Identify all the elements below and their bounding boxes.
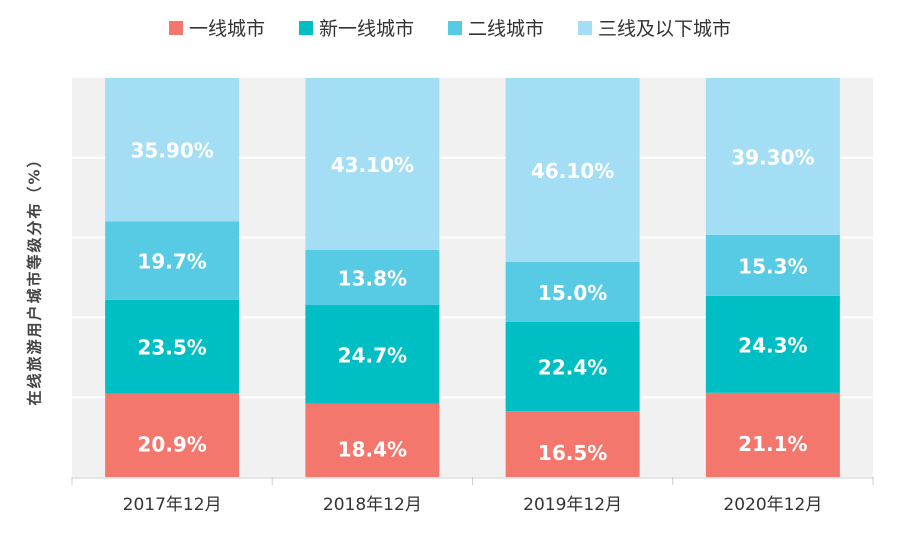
bar-segment — [105, 78, 240, 222]
data-label: 20.9% — [137, 432, 206, 456]
data-label: 24.7% — [338, 343, 407, 367]
bar-segment — [505, 321, 640, 412]
bar-segment — [105, 299, 240, 394]
data-label: 18.4% — [338, 437, 407, 461]
data-label: 46.10% — [531, 159, 614, 183]
bar-segment — [705, 78, 840, 235]
x-tick-label: 2020年12月 — [723, 495, 822, 515]
legend-item: 三线及以下城市 — [578, 14, 731, 41]
data-label: 15.3% — [738, 254, 807, 278]
data-label: 24.3% — [738, 333, 807, 357]
bar-segment — [705, 392, 840, 477]
x-tick-label: 2017年12月 — [123, 495, 222, 515]
data-label: 15.0% — [538, 281, 607, 305]
bar-segment — [105, 393, 240, 477]
legend-label: 二线城市 — [468, 18, 545, 40]
legend-swatch — [448, 20, 462, 35]
bar-segment — [105, 221, 240, 300]
bar-segment — [305, 305, 440, 404]
legend-label: 新一线城市 — [318, 18, 414, 40]
data-label: 19.7% — [137, 250, 206, 274]
data-label: 22.4% — [538, 355, 607, 379]
data-label: 43.10% — [331, 153, 414, 177]
legend-swatch — [578, 20, 593, 35]
bar-segment — [705, 295, 840, 393]
data-label: 23.5% — [137, 336, 206, 360]
legend-item: 新一线城市 — [298, 14, 414, 41]
legend: 一线城市 新一线城市 二线城市 三线及以下城市 — [0, 14, 900, 41]
data-label: 35.90% — [130, 139, 213, 163]
legend-swatch — [168, 20, 183, 35]
data-label: 13.8% — [338, 267, 407, 291]
x-tick-label: 2019年12月 — [523, 495, 622, 515]
bar-segment — [305, 78, 440, 250]
data-label: 21.1% — [738, 432, 807, 456]
legend-label: 一线城市 — [188, 18, 265, 40]
bar-segment — [305, 403, 440, 477]
bar-segment — [505, 411, 640, 477]
legend-swatch — [298, 20, 313, 35]
legend-label: 三线及以下城市 — [598, 18, 732, 40]
data-label: 16.5% — [538, 441, 607, 465]
legend-item: 一线城市 — [168, 14, 265, 41]
x-tick-label: 2018年12月 — [323, 495, 422, 515]
bar-segment — [305, 249, 440, 306]
data-label: 39.30% — [731, 145, 814, 169]
bar-segment — [705, 234, 840, 296]
bar-segment — [505, 261, 640, 322]
legend-item: 二线城市 — [448, 14, 544, 41]
bar-segment — [505, 78, 640, 262]
